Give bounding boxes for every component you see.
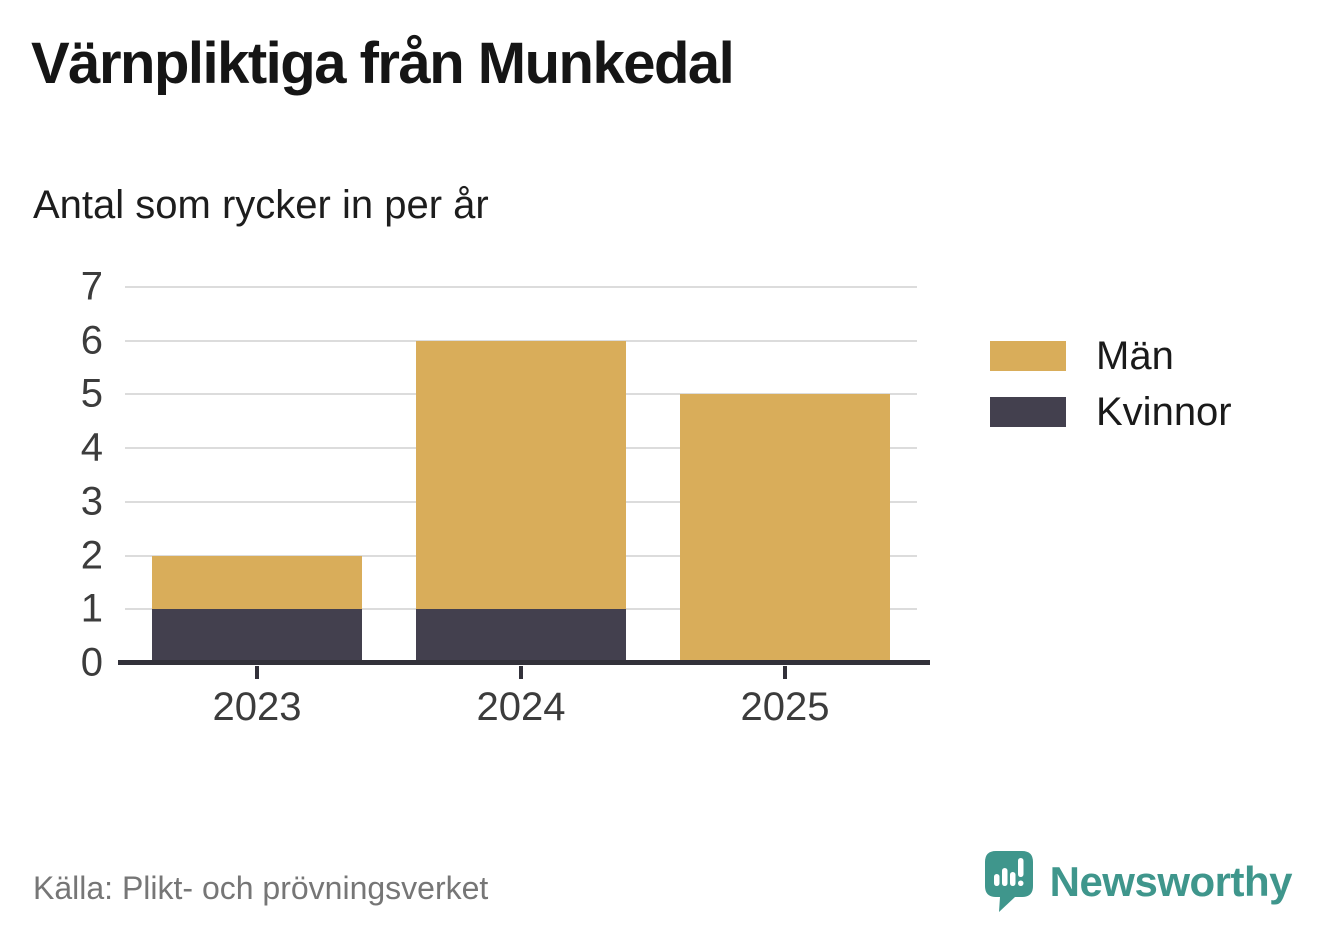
y-axis-tick-label: 4 [80, 425, 103, 470]
bar-chart-speech-bubble-icon [984, 851, 1033, 912]
legend-item: Män [990, 328, 1232, 384]
y-axis-tick-label: 0 [80, 640, 103, 685]
source-attribution: Källa: Plikt- och prövningsverket [33, 870, 489, 906]
bar-segment [151, 555, 363, 610]
gridline [125, 339, 917, 342]
chart-subtitle: Antal som rycker in per år [33, 183, 489, 227]
x-axis-tick-label: 2023 [212, 685, 302, 729]
y-axis-tick-label: 7 [80, 264, 103, 309]
legend-swatch [990, 397, 1066, 427]
y-axis-tick-label: 3 [80, 479, 103, 524]
plot-area: 0 1 2 3 4 5 6 7 2023 2024 2025 [81, 265, 930, 729]
newsworthy-logo: Newsworthy [984, 851, 1293, 913]
legend-swatch [990, 341, 1066, 371]
newsworthy-wordmark: Newsworthy [1049, 858, 1293, 905]
x-axis-tick [783, 666, 787, 679]
gridline [125, 286, 917, 288]
x-axis-tick-label: 2024 [476, 685, 566, 729]
bar-segment [415, 609, 627, 663]
y-axis-tick-label: 2 [80, 533, 103, 578]
x-axis-tick [519, 666, 523, 679]
x-axis-tick-label: 2025 [740, 685, 830, 729]
y-axis-tick-label: 1 [80, 586, 103, 631]
y-axis-tick-label: 6 [80, 318, 103, 363]
x-axis-tick [254, 666, 259, 679]
y-axis-tick-label: 5 [80, 371, 103, 416]
legend-label: Män [1096, 333, 1174, 378]
chart-title: Värnpliktiga från Munkedal [31, 31, 735, 96]
x-axis-line [118, 660, 930, 665]
legend: Män Kvinnor [990, 328, 1232, 440]
bar-segment [151, 609, 363, 663]
bar-segment [415, 340, 627, 610]
legend-label: Kvinnor [1096, 389, 1232, 434]
legend-item: Kvinnor [990, 384, 1232, 440]
bar-segment [679, 394, 891, 663]
